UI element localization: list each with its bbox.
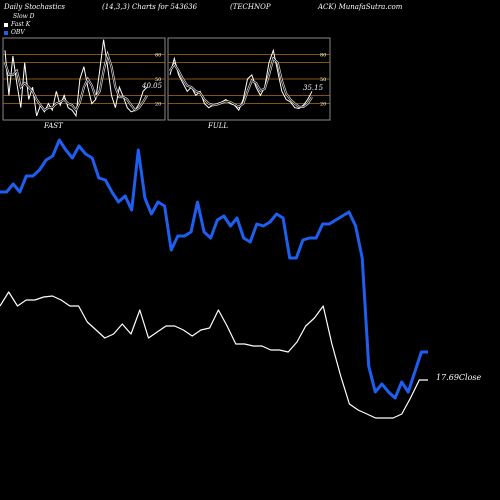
close-label: 17.69Close <box>436 373 482 382</box>
fast-series-0 <box>4 39 148 118</box>
chart-ticker: (TECHNOP <box>230 3 271 11</box>
full-series-0 <box>169 48 313 112</box>
chart-source: ACK) MunafaSutra.com <box>318 3 403 11</box>
close-line <box>0 291 428 419</box>
legend-label-obv: OBV <box>11 29 25 36</box>
fast-series-1-core <box>4 52 148 111</box>
full-value-label: 35.15 <box>303 84 324 92</box>
obv-close-panel <box>0 138 428 419</box>
chart-params: (14,3,3) Charts for 543636 <box>102 3 198 11</box>
legend-swatch-fast-k <box>4 22 8 27</box>
legend-fast-k: Fast K <box>4 21 30 28</box>
legend-label-fast-k: Fast K <box>11 21 31 28</box>
fast-tick-50: 50 <box>155 77 161 83</box>
full-panel-title: FULL <box>208 122 229 130</box>
chart-title: Daily Stochastics <box>4 3 66 11</box>
full-tick-20: 20 <box>320 102 326 108</box>
fast-stochastic-panel: 20 50 80 <box>2 37 166 121</box>
full-tick-80: 80 <box>320 52 326 58</box>
legend-slow-d: Slow D <box>4 13 35 20</box>
legend-swatch-slow-d <box>4 13 10 20</box>
fast-tick-80: 80 <box>155 52 161 58</box>
legend-label-slow-d: Slow D <box>13 13 35 20</box>
full-tick-50: 50 <box>320 77 326 83</box>
legend-obv: OBV <box>4 29 25 36</box>
fast-panel-title: FAST <box>44 122 63 130</box>
full-series-1-core <box>169 57 313 108</box>
fast-tick-20: 20 <box>155 102 161 108</box>
fast-value-label: 40.05 <box>142 82 163 90</box>
full-stochastic-panel: 20 50 80 <box>167 37 331 121</box>
obv-line <box>0 138 428 400</box>
legend-swatch-obv <box>4 30 8 35</box>
